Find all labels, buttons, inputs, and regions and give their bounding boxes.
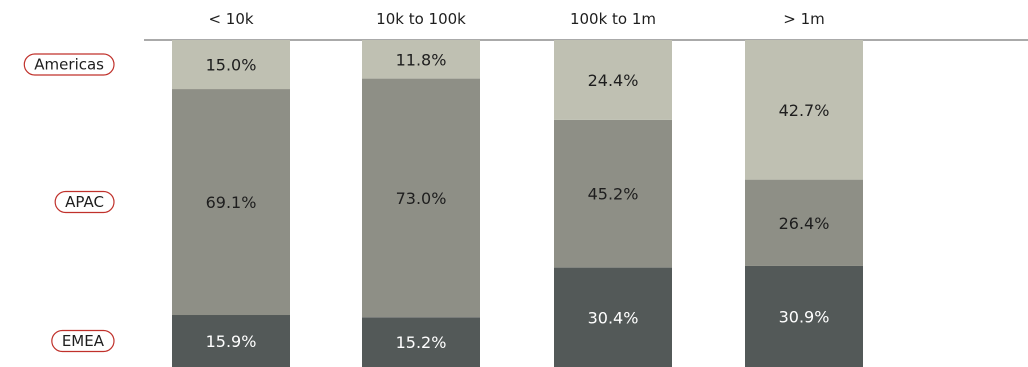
bar-segment-emea [172,315,290,367]
bar-segment-americas [362,40,480,79]
legend-pill [51,329,115,353]
legend-pill [54,190,115,214]
data-label: 30.4% [588,308,639,327]
legend-pill [23,53,115,76]
data-label: 69.1% [206,193,257,212]
bar-segment-americas [172,40,290,90]
bar-segment-americas [745,40,863,180]
bar-segment-apac [362,78,480,318]
category-label: 100k to 1m [570,10,656,28]
data-label: 15.9% [206,332,257,351]
legend-label: Americas [34,56,104,74]
legend-item-americas: Americas [23,53,115,76]
legend-item-emea: EMEA [51,329,115,353]
data-label: 11.8% [396,50,447,69]
data-label: 30.9% [779,307,830,326]
data-label: 24.4% [588,71,639,90]
legend-label: APAC [65,193,104,211]
legend-item-apac: APAC [54,190,115,214]
bar-segment-emea [554,267,672,367]
bar-segment-emea [745,265,863,367]
data-label: 26.4% [779,214,830,233]
category-label: 10k to 100k [376,10,466,28]
category-label: < 10k [208,10,253,28]
data-label: 15.2% [396,333,447,352]
category-label: > 1m [783,10,825,28]
bar-segment-apac [554,119,672,268]
bar-segment-apac [745,179,863,266]
legend-label: EMEA [62,332,105,350]
data-label: 42.7% [779,101,830,120]
data-label: 73.0% [396,189,447,208]
bar-segment-apac [172,89,290,316]
data-label: 45.2% [588,185,639,204]
bar-segment-emea [362,317,480,367]
data-label: 15.0% [206,56,257,75]
bar-segment-americas [554,40,672,120]
